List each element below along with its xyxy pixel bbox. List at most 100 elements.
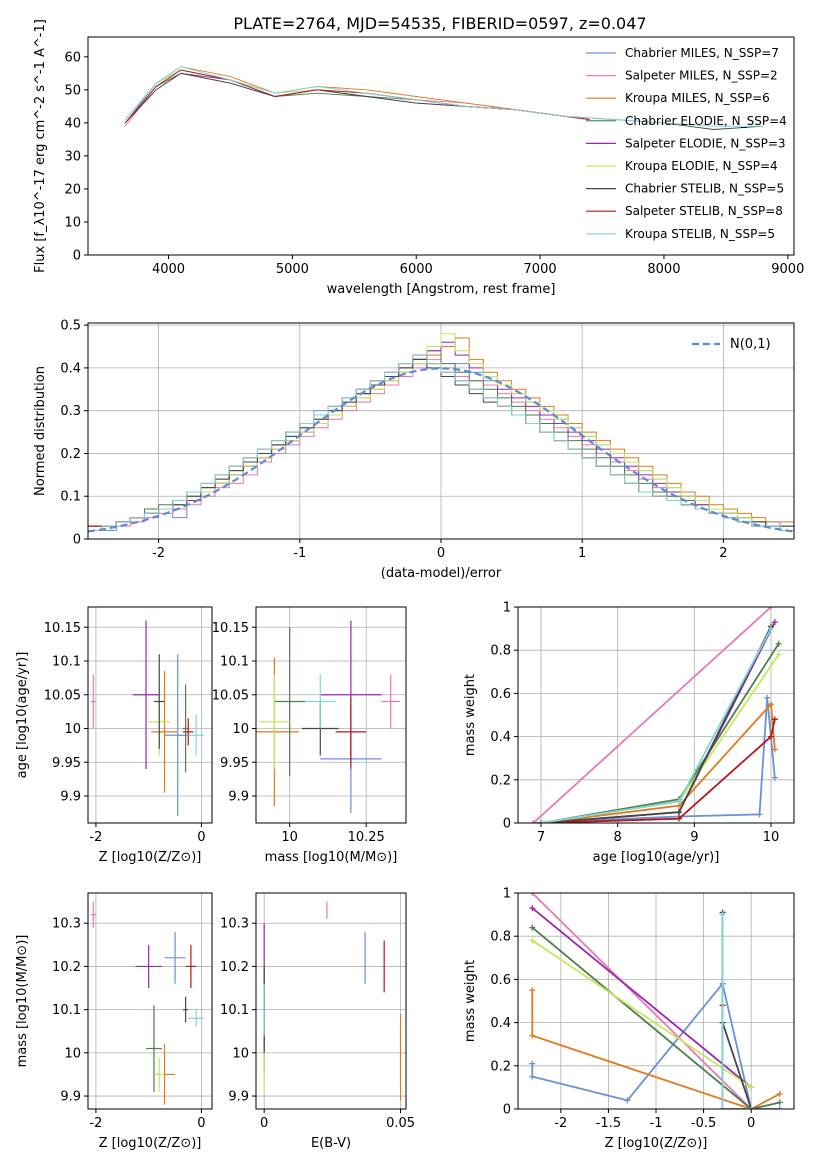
errorbar-point bbox=[90, 901, 96, 928]
y-tick-label: 0 bbox=[503, 1103, 511, 1118]
errorbar-point bbox=[304, 674, 336, 729]
weight-marker bbox=[768, 733, 774, 740]
y-tick-label: 1 bbox=[503, 887, 511, 902]
y-axis-label: mass weight bbox=[463, 960, 478, 1042]
y-tick-label: 10 bbox=[64, 1046, 81, 1061]
weight-marker bbox=[676, 815, 682, 822]
plot-area bbox=[88, 333, 794, 533]
weight-marker bbox=[776, 1090, 783, 1097]
spectrum-line bbox=[124, 66, 763, 127]
y-tick-label: 50 bbox=[64, 83, 81, 98]
panel-mass-vs-Z: -2 0 9.9 10 10.1 10.2 10.3 Z [log10(Z/Z⊙)] mass … bbox=[15, 892, 213, 1151]
y-tick-label: 9.9 bbox=[60, 790, 81, 805]
weight-marker bbox=[529, 1060, 536, 1067]
weight-marker bbox=[529, 893, 536, 896]
y-tick-label: 10 bbox=[232, 722, 249, 737]
x-tick-label: 0 bbox=[197, 1116, 205, 1131]
errorbar-point bbox=[146, 1005, 162, 1092]
panel-mass-vs-EBV: 0 0.05 9.9 10 10.1 10.2 10.3 E(B-V) bbox=[220, 892, 415, 1151]
x-axis-label: (data-model)/error bbox=[381, 566, 502, 581]
x-axis-label: Z [log10(Z/Z⊙)] bbox=[605, 1136, 708, 1151]
x-tick-label: 7000 bbox=[524, 262, 557, 277]
x-tick-label: 7 bbox=[537, 830, 545, 845]
y-tick-label: 1 bbox=[503, 601, 511, 616]
figure-title: PLATE=2764, MJD=54535, FIBERID=0597, z=0… bbox=[233, 14, 646, 33]
x-tick-label: -1 bbox=[650, 1116, 663, 1131]
legend-entry: N(0,1) bbox=[730, 337, 771, 352]
y-tick-label: 10 bbox=[64, 722, 81, 737]
x-tick-label: -1 bbox=[293, 546, 306, 561]
y-tick-label: 10.1 bbox=[220, 1003, 249, 1018]
weight-marker bbox=[756, 811, 763, 818]
weight-marker bbox=[771, 746, 778, 753]
weight-marker bbox=[719, 1106, 726, 1109]
legend-entry: Kroupa STELIB, N_SSP=5 bbox=[625, 227, 775, 241]
y-tick-label: 0.2 bbox=[490, 1059, 511, 1074]
weight-marker bbox=[529, 937, 536, 944]
x-tick-label: 1 bbox=[578, 546, 586, 561]
y-tick-label: 0.8 bbox=[490, 930, 511, 945]
x-tick-label: -0.5 bbox=[691, 1116, 716, 1131]
weight-line bbox=[540, 621, 776, 823]
weight-line bbox=[721, 912, 753, 1109]
x-tick-label: -2 bbox=[89, 1116, 102, 1131]
axes-frame bbox=[87, 36, 795, 256]
y-tick-label: 0.3 bbox=[60, 404, 81, 419]
errorbar-point bbox=[151, 671, 178, 793]
x-tick-label: 0.05 bbox=[386, 1116, 415, 1131]
y-tick-label: 0 bbox=[73, 533, 81, 548]
y-axis-label: mass weight bbox=[463, 674, 478, 756]
weight-marker bbox=[768, 701, 774, 708]
y-tick-label: 0.2 bbox=[60, 447, 81, 462]
x-tick-label: 9 bbox=[690, 830, 698, 845]
weight-marker bbox=[529, 987, 536, 994]
errorbar-point bbox=[164, 931, 186, 984]
weight-line bbox=[531, 939, 752, 1089]
spectrum-line bbox=[124, 72, 516, 124]
y-tick-label: 10.15 bbox=[212, 621, 249, 636]
weight-line bbox=[540, 719, 776, 823]
plot-area bbox=[530, 607, 782, 823]
weight-marker bbox=[764, 694, 771, 701]
errorbar-point bbox=[135, 944, 162, 989]
x-tick-label: 0 bbox=[747, 1116, 755, 1131]
y-tick-label: 10.05 bbox=[44, 688, 81, 703]
spectrum-line bbox=[124, 72, 516, 124]
x-tick-label: 0 bbox=[197, 830, 205, 845]
y-tick-label: 0 bbox=[503, 817, 511, 832]
y-tick-label: 0.8 bbox=[490, 644, 511, 659]
x-tick-label: 9000 bbox=[771, 262, 804, 277]
legend-entry: Kroupa ELODIE, N_SSP=4 bbox=[625, 159, 778, 173]
errorbar-point bbox=[132, 620, 160, 769]
x-tick-label: 8000 bbox=[647, 262, 680, 277]
weight-line bbox=[531, 926, 780, 1109]
x-tick-label: -1.5 bbox=[596, 1116, 621, 1131]
panel-age-vs-Z: -2 0 9.9 9.95 10 10.05 10.1 10.15 Z [log10(Z/Z⊙)… bbox=[15, 606, 213, 865]
y-axis-label: Normed distribution bbox=[33, 366, 48, 496]
x-axis-label: age [log10(age/yr)] bbox=[593, 850, 720, 865]
y-tick-label: 10.3 bbox=[52, 917, 81, 932]
x-tick-label: 4000 bbox=[152, 262, 185, 277]
y-tick-label: 0.4 bbox=[490, 730, 511, 745]
legend-entry: Salpeter ELODIE, N_SSP=3 bbox=[625, 136, 786, 150]
y-tick-label: 0.5 bbox=[60, 319, 81, 334]
x-tick-label: 10.25 bbox=[348, 830, 385, 845]
legend-entry: Salpeter STELIB, N_SSP=8 bbox=[625, 204, 783, 218]
y-axis-label: mass [log10(M/M⊙)] bbox=[15, 935, 30, 1068]
plot-area bbox=[90, 620, 205, 817]
y-tick-label: 10.1 bbox=[52, 655, 81, 670]
weight-marker bbox=[775, 640, 782, 647]
panel-weight-vs-age: 7 8 9 10 0 0.2 0.4 0.6 0.8 1 age [log10(age/yr)] ma… bbox=[463, 601, 795, 865]
x-tick-label: 10 bbox=[763, 830, 780, 845]
y-tick-label: 0.2 bbox=[490, 773, 511, 788]
weight-marker bbox=[676, 809, 682, 816]
weight-marker bbox=[538, 820, 544, 823]
x-tick-label: 8 bbox=[614, 830, 622, 845]
weight-line bbox=[540, 626, 772, 823]
weight-marker bbox=[624, 1097, 631, 1104]
y-axis-label: age [log10(age/yr)] bbox=[15, 652, 30, 779]
x-axis-label: Z [log10(Z/Z⊙)] bbox=[99, 1136, 202, 1151]
residual-histogram bbox=[88, 333, 794, 531]
weight-line bbox=[721, 914, 752, 1109]
